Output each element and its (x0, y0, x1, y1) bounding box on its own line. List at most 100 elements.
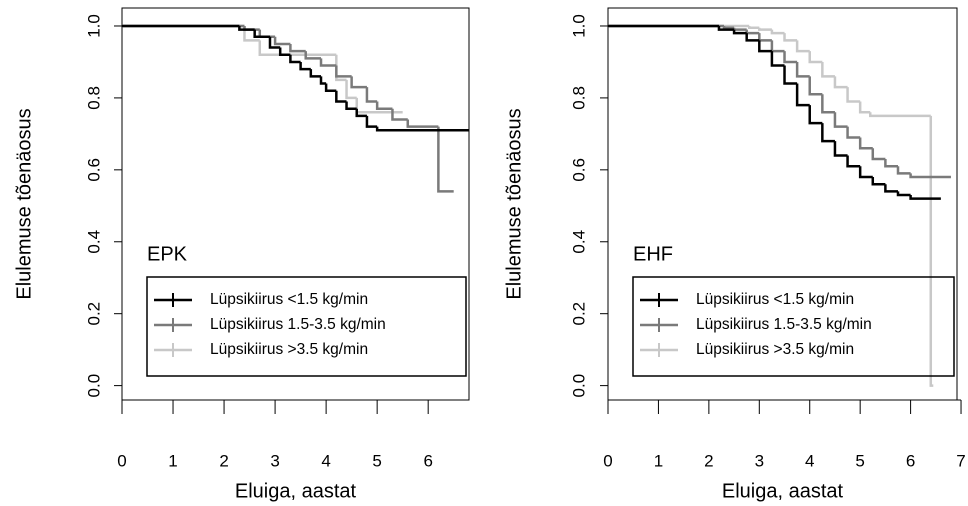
survival-step (309, 69, 322, 78)
survival-step (345, 79, 357, 100)
panel-annotation: EHF (633, 243, 673, 265)
survival-step (437, 126, 454, 193)
survival-step (783, 65, 798, 85)
y-tick-label: 1.0 (84, 14, 103, 38)
survival-step (871, 148, 886, 161)
x-tick-label: 3 (270, 451, 279, 470)
survival-step (350, 76, 367, 89)
survival-step (770, 29, 785, 35)
survival-step (833, 141, 848, 157)
survival-step (299, 61, 311, 71)
legend-label: Lüpsikiirus 1.5-3.5 kg/min (696, 316, 872, 333)
survival-step (289, 54, 301, 64)
y-tick-label: 0.6 (84, 158, 103, 182)
y-tick-label: 0.8 (84, 86, 103, 110)
survival-step (243, 25, 260, 42)
y-tick-label: 0.2 (84, 302, 103, 326)
survival-step (345, 101, 357, 110)
survival-step (884, 159, 898, 168)
x-tick-label: 3 (755, 451, 764, 470)
y-tick-label: 0.8 (569, 86, 588, 110)
survival-step (258, 40, 337, 57)
survival-step (929, 115, 934, 387)
survival-step (896, 166, 911, 175)
survival-step (833, 112, 848, 128)
survival-step (319, 76, 327, 85)
survival-step (745, 29, 760, 35)
survival-step (273, 36, 291, 46)
survival-step (783, 51, 798, 64)
survival-step (355, 108, 367, 118)
survival-step (335, 90, 347, 103)
x-tick-label: 0 (603, 451, 612, 470)
survival-step (821, 61, 835, 78)
survival-step (335, 65, 352, 78)
survival-step (365, 87, 378, 103)
legend-box (632, 276, 955, 377)
x-axis-label: Eluiga, aastat (722, 480, 844, 502)
y-tick-label: 0.0 (569, 374, 588, 398)
y-axis-label: Elulemuse tõenäosus (13, 108, 35, 299)
x-tick-label: 5 (855, 451, 864, 470)
survival-step (869, 112, 931, 118)
survival-step (253, 29, 270, 39)
survival-step (896, 191, 911, 197)
x-tick-label: 4 (805, 451, 814, 470)
legend-label: Lüpsikiirus <1.5 kg/min (696, 291, 854, 308)
panel-annotation: EPK (147, 243, 188, 265)
survival-step (391, 108, 408, 121)
survival-step (808, 51, 823, 64)
survival-step (821, 123, 835, 143)
survival-step (858, 137, 873, 150)
survival-step (722, 25, 735, 30)
survival-step (238, 25, 255, 31)
survival-step (732, 29, 747, 35)
survival-step (821, 94, 835, 114)
survival-step (375, 126, 469, 132)
y-axis-label: Elulemuse tõenäosus (503, 108, 525, 299)
legend-label: Lüpsikiirus 1.5-3.5 kg/min (210, 316, 386, 333)
x-tick-label: 4 (321, 451, 330, 470)
survival-step (858, 166, 873, 179)
survival-step (808, 105, 823, 125)
survival-step (770, 51, 785, 67)
survival-step (268, 36, 281, 49)
y-tick-label: 0.0 (84, 374, 103, 398)
y-tick-label: 0.4 (84, 230, 103, 254)
survival-step (846, 155, 861, 168)
survival-step (783, 33, 798, 42)
survival-step (909, 195, 941, 200)
survival-step (846, 87, 861, 103)
legend-label: Lüpsikiirus >3.5 kg/min (210, 341, 368, 358)
x-tick-label: 1 (654, 451, 663, 470)
survival-step (833, 76, 848, 89)
survival-step (858, 101, 871, 114)
survival-step (795, 83, 810, 107)
survival-step (717, 25, 735, 31)
x-tick-label: 2 (704, 451, 713, 470)
legend-label: Lüpsikiirus <1.5 kg/min (210, 291, 368, 308)
survival-step (324, 83, 337, 92)
y-tick-label: 0.6 (569, 158, 588, 182)
x-tick-label: 6 (906, 451, 915, 470)
survival-step (871, 177, 886, 186)
survival-step (745, 33, 760, 42)
survival-step (909, 173, 951, 179)
y-tick-label: 0.2 (569, 302, 588, 326)
survival-step (365, 115, 378, 128)
survival-step (406, 119, 439, 128)
survival-step (770, 40, 785, 53)
x-tick-label: 6 (423, 451, 432, 470)
survival-step (758, 27, 772, 31)
x-tick-label: 1 (168, 451, 177, 470)
survival-step (289, 43, 306, 53)
x-tick-label: 5 (372, 451, 381, 470)
survival-step (884, 184, 898, 193)
legend-box (146, 276, 467, 377)
survival-step (375, 101, 393, 110)
survival-step (319, 58, 337, 67)
y-tick-label: 0.4 (569, 230, 588, 254)
x-tick-label: 7 (956, 451, 965, 470)
y-tick-label: 1.0 (569, 14, 588, 38)
